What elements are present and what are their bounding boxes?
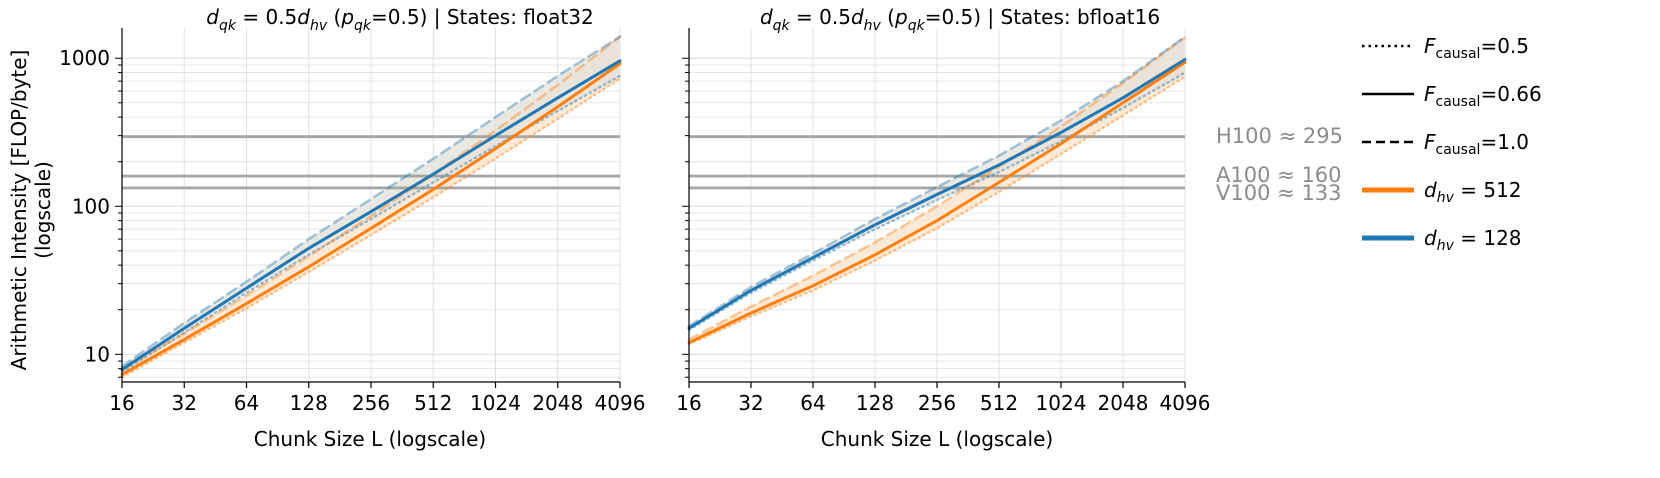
chart-panel-bfloat16: 16 32 64 128 256 512 1024 2048 4096 dqk = 0.5dhv… bbox=[676, 5, 1210, 451]
x-tick-label: 512 bbox=[980, 391, 1018, 415]
series-lines bbox=[120, 35, 622, 379]
series-line-d-hv-128-f-causal-0-5 bbox=[120, 74, 622, 374]
x-tick-label: 64 bbox=[234, 391, 259, 415]
band-dhv-512 bbox=[689, 37, 1185, 345]
series-line-d-hv-512-f-causal-0-5 bbox=[687, 75, 1187, 346]
series-line-d-hv-512-f-causal-0-66 bbox=[120, 62, 622, 376]
reference-labels: H100 ≈ 295 A100 ≈ 160 V100 ≈ 133 bbox=[1216, 124, 1343, 205]
series-line-d-hv-512-f-causal-0-5 bbox=[120, 77, 622, 379]
grid bbox=[121, 28, 621, 382]
x-tick-label: 128 bbox=[856, 391, 894, 415]
series-line-d-hv-128-f-causal-0-66 bbox=[687, 58, 1187, 330]
axes bbox=[682, 28, 1186, 388]
x-tick-label: 512 bbox=[414, 391, 452, 415]
x-tick-label: 32 bbox=[172, 391, 197, 415]
y-tick-label: 1000 bbox=[59, 46, 110, 70]
ref-label-v100: V100 ≈ 133 bbox=[1216, 181, 1342, 205]
x-tick-label: 2048 bbox=[532, 391, 583, 415]
x-tick-label: 16 bbox=[109, 391, 134, 415]
series-lines bbox=[687, 35, 1187, 346]
legend: Fcausal=0.5 Fcausal=0.66 Fcausal=1.0 dhv… bbox=[1362, 34, 1542, 254]
y-axis-label-line-2: (logscale) bbox=[31, 161, 55, 259]
ref-label-a100: A100 ≈ 160 bbox=[1216, 163, 1342, 187]
x-tick-label: 4096 bbox=[1160, 391, 1211, 415]
legend-label-dotted: Fcausal=0.5 bbox=[1424, 34, 1529, 62]
x-tick-label: 32 bbox=[738, 391, 763, 415]
axes bbox=[115, 28, 621, 388]
reference-lines bbox=[122, 135, 620, 190]
tick-labels: 16 32 64 128 256 512 1024 2048 4096 bbox=[676, 391, 1210, 415]
chart-panel-float32: 16 32 64 128 256 512 1024 2048 4096 10 100 1000 dqk… bbox=[7, 5, 645, 451]
grid bbox=[688, 28, 1186, 382]
x-tick-label: 128 bbox=[290, 391, 328, 415]
x-axis-label: Chunk Size L (logscale) bbox=[821, 427, 1053, 451]
x-tick-label: 256 bbox=[352, 391, 390, 415]
x-tick-label: 256 bbox=[918, 391, 956, 415]
ref-label-h100: H100 ≈ 295 bbox=[1216, 124, 1343, 148]
x-axis-label: Chunk Size L (logscale) bbox=[254, 427, 486, 451]
tick-labels: 16 32 64 128 256 512 1024 2048 4096 10 100 1000 bbox=[59, 46, 645, 415]
legend-label-solid: Fcausal=0.66 bbox=[1424, 82, 1542, 110]
y-axis-label-line-1: Arithmetic Intensity [FLOP/byte] bbox=[7, 50, 31, 371]
legend-label-blue: dhv = 128 bbox=[1424, 226, 1522, 254]
legend-label-dashed: Fcausal=1.0 bbox=[1424, 130, 1529, 158]
x-tick-label: 1024 bbox=[1036, 391, 1087, 415]
x-tick-label: 1024 bbox=[470, 391, 521, 415]
series-line-d-hv-128-f-causal-0-5 bbox=[687, 71, 1187, 332]
chart-title: dqk = 0.5dhv (pqk=0.5) | States: float32 bbox=[206, 5, 593, 34]
series-line-d-hv-512-f-causal-0-66 bbox=[687, 60, 1187, 345]
y-tick-label: 100 bbox=[72, 194, 110, 218]
series-line-d-hv-512-f-causal-1-0 bbox=[687, 36, 1187, 341]
y-tick-label: 10 bbox=[85, 342, 110, 366]
x-tick-label: 64 bbox=[800, 391, 825, 415]
x-tick-label: 4096 bbox=[595, 391, 646, 415]
x-tick-label: 16 bbox=[676, 391, 701, 415]
reference-lines bbox=[689, 135, 1185, 190]
band-dhv-512 bbox=[122, 36, 620, 378]
series-line-d-hv-128-f-causal-1-0 bbox=[687, 35, 1187, 328]
series-line-d-hv-128-f-causal-0-66 bbox=[120, 59, 622, 371]
chart-title: dqk = 0.5dhv (pqk=0.5) | States: bfloat1… bbox=[760, 5, 1160, 34]
series-line-d-hv-128-f-causal-1-0 bbox=[120, 35, 622, 368]
x-tick-label: 2048 bbox=[1098, 391, 1149, 415]
legend-label-orange: dhv = 512 bbox=[1424, 178, 1522, 206]
y-axis-label: Arithmetic Intensity [FLOP/byte] (logsca… bbox=[7, 50, 55, 371]
series-line-d-hv-512-f-causal-1-0 bbox=[120, 35, 622, 372]
